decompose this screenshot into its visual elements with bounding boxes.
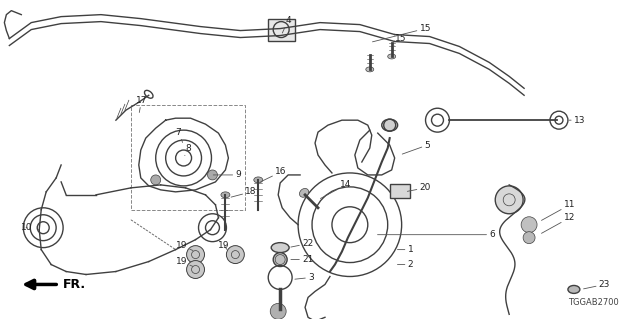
- Text: 10: 10: [21, 223, 33, 232]
- Text: FR.: FR.: [63, 278, 86, 291]
- Circle shape: [521, 217, 537, 233]
- Text: 19: 19: [175, 241, 193, 251]
- Text: 9: 9: [213, 171, 241, 180]
- Bar: [268, 19, 295, 41]
- Text: 19: 19: [175, 257, 193, 267]
- Circle shape: [227, 246, 244, 264]
- Text: 11: 11: [541, 200, 575, 220]
- Text: 6: 6: [378, 230, 495, 239]
- Ellipse shape: [271, 243, 289, 252]
- Circle shape: [495, 186, 523, 214]
- Circle shape: [523, 232, 535, 244]
- Text: 12: 12: [541, 213, 575, 233]
- Circle shape: [187, 246, 205, 264]
- Text: 15: 15: [394, 34, 406, 46]
- Ellipse shape: [388, 54, 396, 59]
- Ellipse shape: [568, 285, 580, 293]
- Text: 4: 4: [282, 16, 291, 33]
- Text: 1: 1: [397, 245, 413, 254]
- Ellipse shape: [254, 177, 263, 183]
- Ellipse shape: [300, 188, 308, 197]
- Text: 3: 3: [295, 273, 314, 282]
- Ellipse shape: [221, 192, 230, 198]
- Text: 15: 15: [372, 24, 431, 42]
- Text: 20: 20: [407, 183, 431, 192]
- Circle shape: [207, 170, 218, 180]
- Text: 16: 16: [260, 167, 287, 182]
- Circle shape: [187, 260, 205, 278]
- Text: 2: 2: [397, 260, 413, 269]
- Text: 14: 14: [321, 180, 351, 198]
- Bar: [390, 184, 410, 198]
- Circle shape: [270, 303, 286, 319]
- Ellipse shape: [366, 67, 374, 72]
- Ellipse shape: [381, 119, 397, 131]
- Text: 8: 8: [185, 144, 191, 156]
- Circle shape: [151, 175, 161, 185]
- Text: 19: 19: [218, 241, 230, 250]
- Text: 22: 22: [291, 239, 314, 248]
- Text: 7: 7: [175, 128, 182, 142]
- Text: 13: 13: [569, 116, 586, 125]
- Text: 5: 5: [403, 140, 430, 154]
- Text: 17: 17: [136, 96, 147, 112]
- Bar: [131, 105, 245, 210]
- Text: 18: 18: [231, 188, 257, 197]
- Text: TGGAB2700: TGGAB2700: [568, 298, 619, 307]
- Text: 23: 23: [584, 280, 610, 289]
- Ellipse shape: [273, 252, 287, 267]
- Text: 21: 21: [291, 255, 314, 264]
